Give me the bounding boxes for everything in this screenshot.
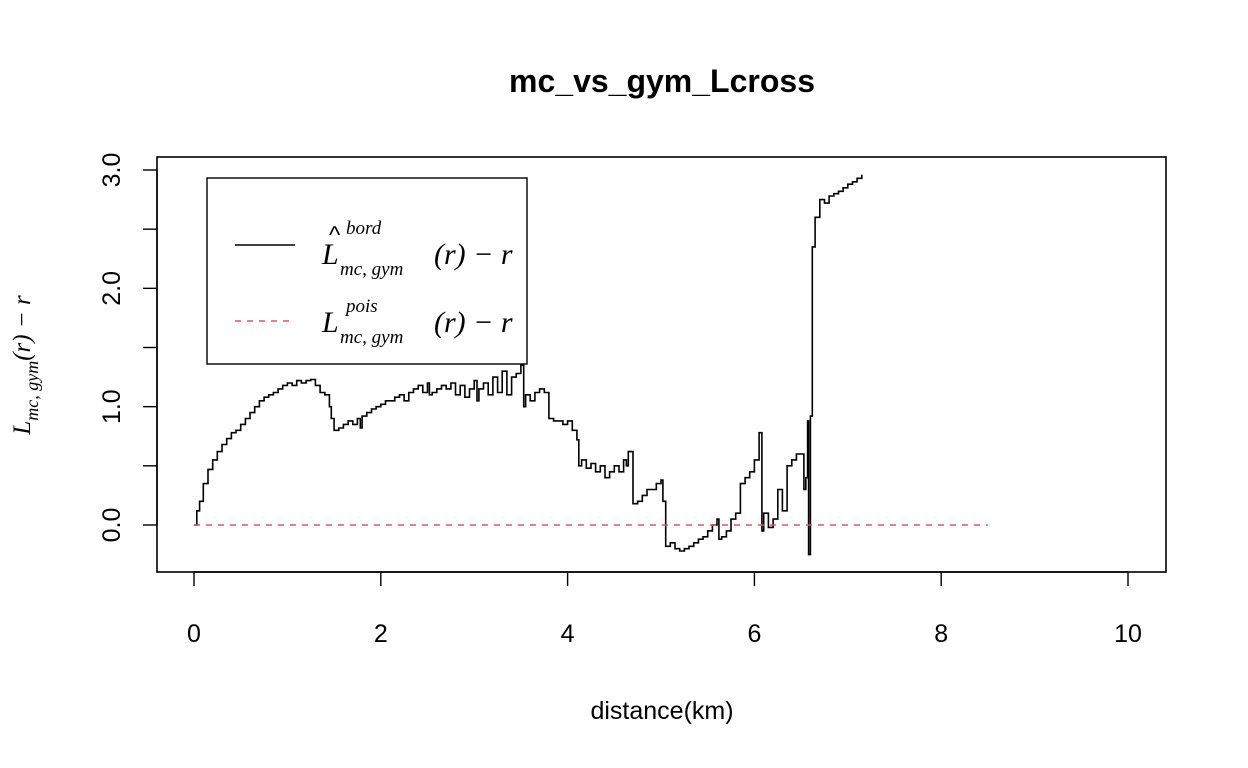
series-line-bord [194, 174, 863, 556]
svg-text:L: L [321, 306, 339, 339]
legend-symbol-bord: L [321, 238, 339, 271]
legend-subscript-bord: mc, gym [340, 259, 403, 280]
y-axis: 0.0 1.0 2.0 3.0 [98, 153, 158, 543]
x-tick-label: 10 [1114, 620, 1142, 648]
x-tick-label: 6 [747, 620, 761, 648]
x-axis-label: distance(km) [590, 697, 733, 725]
legend-subscript-pois: mc, gym [340, 327, 403, 348]
legend-item-bord: ^ L bord mc, gym (r) − r [235, 218, 513, 280]
y-tick-label: 3.0 [98, 153, 126, 188]
y-axis-label-rest: (r) − r [9, 295, 36, 361]
svg-text:L: L [321, 238, 339, 271]
series-layer [194, 174, 988, 556]
y-axis-label-subscript: mc, gym [22, 361, 42, 421]
legend-rest-bord: (r) − r [434, 238, 513, 271]
x-tick-label: 4 [561, 620, 575, 648]
legend-rest-pois: (r) − r [434, 306, 513, 339]
svg-text:Lmc, gym(r) − r: Lmc, gym(r) − r [9, 295, 42, 436]
y-axis-label-symbol: L [9, 421, 36, 436]
y-tick-label: 1.0 [98, 389, 126, 424]
legend-box [206, 177, 528, 365]
y-axis-label: Lmc, gym(r) − r [9, 295, 42, 436]
chart-title: mc_vs_gym_Lcross [509, 63, 815, 99]
legend-superscript-pois: pois [344, 296, 378, 317]
x-axis: 0 2 4 6 8 10 [187, 571, 1142, 648]
x-tick-label: 8 [934, 620, 948, 648]
y-tick-label: 0.0 [98, 508, 126, 543]
y-tick-label: 2.0 [98, 271, 126, 306]
x-tick-label: 0 [187, 620, 201, 648]
x-tick-label: 2 [374, 620, 388, 648]
legend-superscript-bord: bord [346, 218, 382, 239]
legend: ^ L bord mc, gym (r) − r L pois mc, gym … [206, 177, 528, 365]
legend-symbol-pois: L [321, 306, 339, 339]
legend-item-pois: L pois mc, gym (r) − r [235, 296, 513, 348]
legend-hat-bord: ^ [329, 222, 341, 249]
